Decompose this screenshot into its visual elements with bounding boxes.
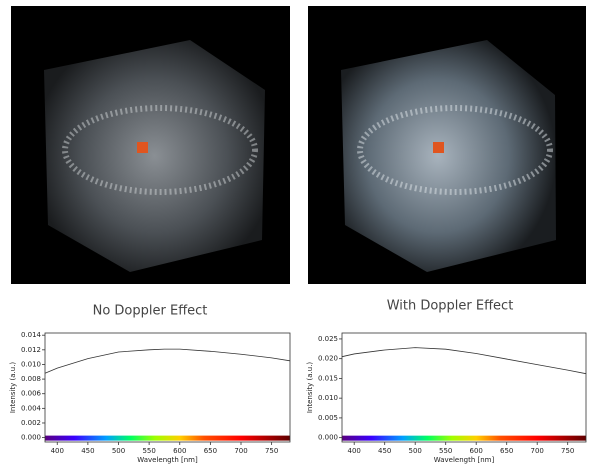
y-tick-label: 0.004 [21,404,42,412]
y-axis-label: Intensity (a.u.) [306,362,314,414]
y-tick-label: 0.000 [318,434,338,442]
x-tick-label: 700 [531,447,544,455]
data-line [341,347,587,375]
y-tick-label: 0.020 [318,355,338,363]
y-tick-label: 0.015 [318,374,338,382]
x-tick-label: 550 [439,447,452,455]
y-tick-label: 0.014 [21,331,42,339]
plot-frame [341,332,587,443]
x-tick-label: 500 [409,447,422,455]
x-tick-label: 450 [378,447,391,455]
x-tick-label: 550 [142,447,155,455]
x-tick-label: 600 [173,447,186,455]
x-tick-label: 650 [500,447,513,455]
y-tick-label: 0.002 [21,419,41,427]
y-tick-label: 0.025 [318,335,338,343]
spectrum-bar [342,435,586,441]
plot-frame [44,332,291,443]
render-left [11,6,290,284]
x-tick-label: 600 [470,447,483,455]
y-tick-label: 0.000 [21,434,41,442]
x-tick-label: 400 [348,447,361,455]
y-tick-label: 0.012 [21,346,41,354]
x-axis-label: Wavelength [nm] [434,456,495,464]
x-tick-label: 700 [234,447,247,455]
y-tick-label: 0.005 [318,414,338,422]
x-tick-label: 450 [81,447,94,455]
spectrum-bar [45,435,290,441]
caption: No Doppler Effect [93,304,208,319]
render-right [308,6,586,284]
caption: With Doppler Effect [387,299,514,314]
x-tick-label: 750 [561,447,574,455]
x-axis-label: Wavelength [nm] [137,456,198,464]
data-line [44,348,291,374]
y-tick-label: 0.010 [21,360,41,368]
y-tick-label: 0.010 [318,394,338,402]
y-axis-label: Intensity (a.u.) [9,362,17,414]
y-tick-label: 0.006 [21,390,42,398]
x-tick-label: 400 [51,447,64,455]
x-tick-label: 500 [112,447,125,455]
y-tick-label: 0.008 [21,375,41,383]
x-tick-label: 650 [204,447,217,455]
x-tick-label: 750 [265,447,278,455]
